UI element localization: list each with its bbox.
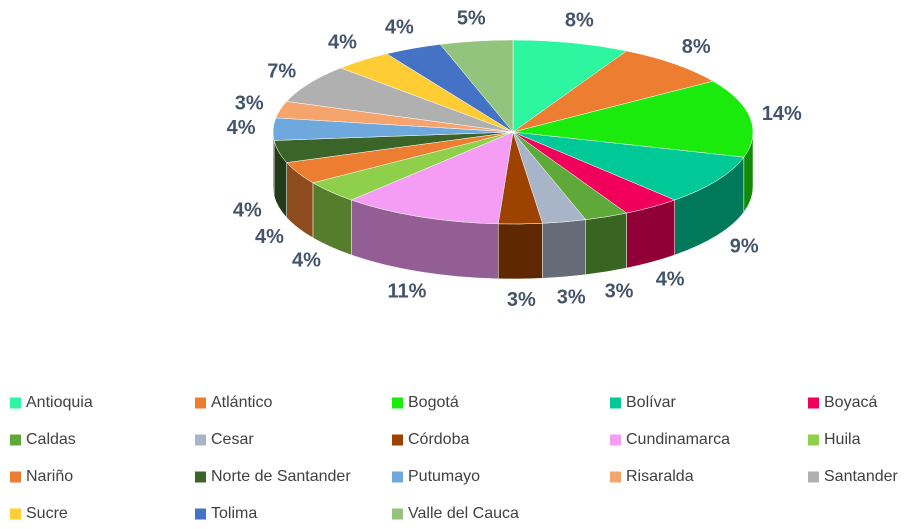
data-label: 8% <box>565 10 594 32</box>
data-label: 3% <box>605 280 634 302</box>
legend-swatch <box>808 471 819 483</box>
pie-side <box>585 212 627 275</box>
data-label: 14% <box>762 103 802 125</box>
legend-label: Risaralda <box>626 468 694 485</box>
pie-slice <box>439 39 514 133</box>
legend-swatch <box>392 397 403 409</box>
legend-label: Caldas <box>26 431 76 448</box>
legend-swatch <box>10 397 21 409</box>
data-label: 4% <box>233 200 262 222</box>
data-label: 4% <box>385 17 414 39</box>
legend-swatch <box>392 508 403 520</box>
legend-swatch <box>195 434 206 446</box>
legend-label: Cundinamarca <box>626 431 730 448</box>
data-label: 11% <box>388 280 427 302</box>
data-label: 5% <box>457 8 486 30</box>
legend-label: Boyacá <box>824 394 877 411</box>
legend-swatch <box>392 434 403 446</box>
data-label: 4% <box>255 226 284 248</box>
data-label: 8% <box>682 36 711 58</box>
data-label: 4% <box>292 249 321 271</box>
legend-swatch <box>808 434 819 446</box>
data-label: 3% <box>557 287 586 309</box>
pie-side <box>497 223 543 280</box>
legend-label: Putumayo <box>408 468 480 485</box>
legend-swatch <box>610 434 621 446</box>
data-label: 4% <box>328 31 357 53</box>
legend-label: Antioquia <box>26 394 93 411</box>
pie-slice <box>286 67 514 133</box>
data-label: 4% <box>656 268 685 290</box>
pie-side <box>272 131 275 196</box>
legend-label: Norte de Santander <box>211 468 351 485</box>
legend-swatch <box>808 397 819 409</box>
pie-side <box>542 219 587 279</box>
pie-slice <box>350 131 514 225</box>
legend-label: Córdoba <box>408 431 469 448</box>
pie-slice <box>512 80 754 158</box>
legend-label: Cesar <box>211 431 254 448</box>
data-label: 9% <box>730 235 759 257</box>
legend-label: Tolima <box>211 505 257 522</box>
legend-label: Santander <box>824 468 899 485</box>
legend-swatch <box>195 471 206 483</box>
pie-slice <box>512 50 714 133</box>
legend-swatch <box>610 471 621 483</box>
legend-label: Atlántico <box>211 394 272 411</box>
legend-label: Huila <box>824 431 861 448</box>
data-label: 3% <box>507 289 536 311</box>
legend-swatch <box>10 508 21 520</box>
pie-slice <box>512 39 628 133</box>
data-label: 3% <box>235 92 264 114</box>
pie-slice <box>512 131 745 201</box>
legend-swatch <box>10 471 21 483</box>
legend-label: Valle del Cauca <box>408 505 519 522</box>
legend-swatch <box>392 471 403 483</box>
legend-label: Sucre <box>26 505 68 522</box>
legend-label: Bogotá <box>408 394 459 411</box>
legend-swatch <box>195 508 206 520</box>
data-label: 4% <box>227 117 256 139</box>
legend-swatch <box>610 397 621 409</box>
legend-swatch <box>195 397 206 409</box>
legend-label: Bolívar <box>626 394 676 411</box>
legend-swatch <box>10 434 21 446</box>
data-label: 7% <box>267 60 296 82</box>
legend-label: Nariño <box>26 468 73 485</box>
